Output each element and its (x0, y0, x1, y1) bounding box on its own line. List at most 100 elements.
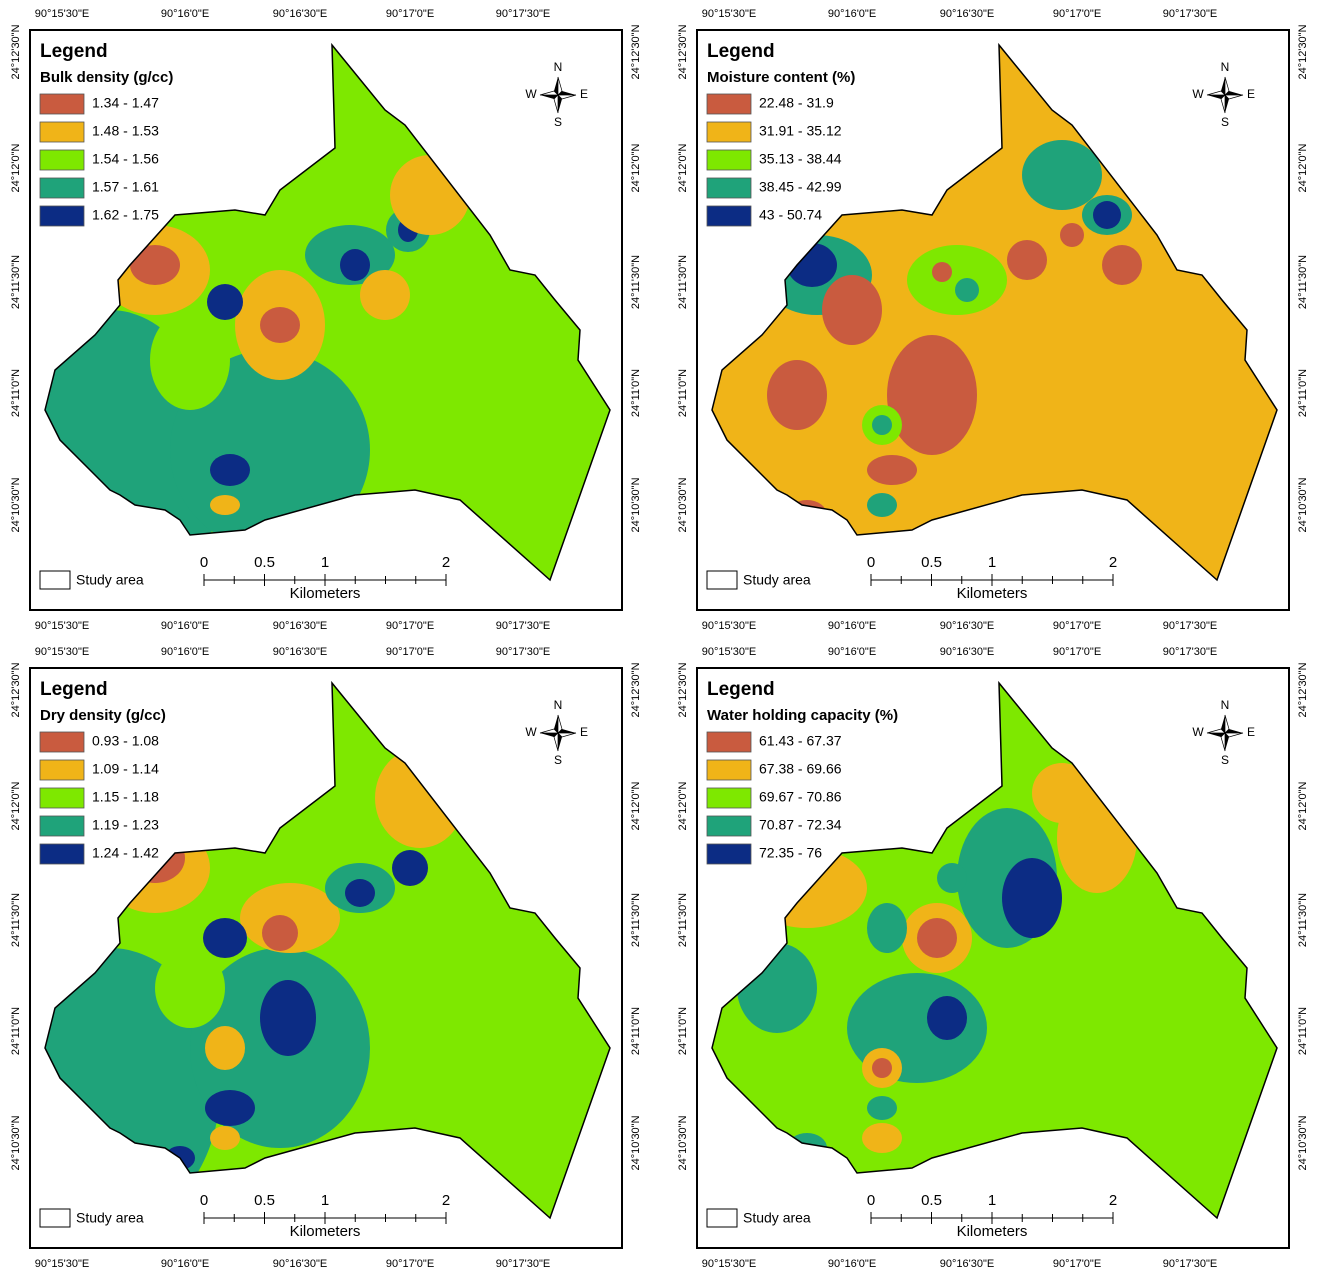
legend-swatch (707, 760, 751, 780)
legend-title: Legend (40, 41, 108, 62)
class-zone (872, 1058, 892, 1078)
compass-w: W (525, 725, 537, 739)
class-zone (822, 275, 882, 345)
scale-label: 1 (321, 554, 329, 571)
x-coordinate-label: 90°17'30"E (1163, 8, 1217, 20)
class-zone (862, 1123, 902, 1153)
x-coordinate-label: 90°16'30"E (273, 1258, 327, 1270)
y-coordinate-label: 24°12'0"N (1297, 143, 1309, 192)
class-zone (340, 249, 370, 281)
layer-title: Dry density (g/cc) (40, 707, 166, 724)
legend-swatch (40, 122, 84, 142)
y-coordinate-label: 24°11'30"N (10, 255, 22, 309)
x-coordinate-label: 90°15'30"E (35, 8, 89, 20)
x-coordinate-label: 90°17'30"E (1163, 646, 1217, 658)
layer-title: Bulk density (g/cc) (40, 69, 173, 86)
y-coordinate-label: 24°12'0"N (1297, 781, 1309, 830)
legend-swatch (40, 844, 84, 864)
y-coordinate-label: 24°11'30"N (1297, 893, 1309, 947)
compass-s: S (554, 753, 562, 767)
y-coordinate-label: 24°11'30"N (677, 255, 689, 309)
scale-label: 2 (442, 1192, 450, 1209)
x-coordinate-label: 90°17'30"E (1163, 620, 1217, 632)
x-coordinate-label: 90°17'30"E (496, 8, 550, 20)
x-coordinate-label: 90°15'30"E (702, 1258, 756, 1270)
y-coordinate-label: 24°12'30"N (10, 24, 22, 79)
y-coordinate-label: 24°11'30"N (1297, 255, 1309, 309)
y-coordinate-label: 24°11'0"N (630, 369, 642, 417)
scale-unit: Kilometers (957, 585, 1028, 602)
class-zone (260, 980, 316, 1056)
scale-unit: Kilometers (957, 1223, 1028, 1240)
legend-label: 22.48 - 31.9 (759, 95, 834, 111)
legend-swatch (707, 206, 751, 226)
legend-swatch (707, 816, 751, 836)
compass-e: E (1247, 87, 1255, 101)
x-coordinate-label: 90°16'0"E (828, 8, 876, 20)
compass-s: S (554, 115, 562, 129)
legend-label: 1.48 - 1.53 (92, 123, 159, 139)
y-coordinate-label: 24°11'0"N (1297, 1007, 1309, 1055)
layer-title: Water holding capacity (%) (707, 707, 898, 724)
class-zone (867, 1096, 897, 1120)
compass-w: W (1192, 87, 1204, 101)
y-coordinate-label: 24°12'30"N (10, 662, 22, 717)
class-zone (210, 1126, 240, 1150)
legend-title: Legend (707, 679, 775, 700)
y-coordinate-label: 24°12'30"N (677, 24, 689, 79)
x-coordinate-label: 90°17'0"E (386, 1258, 434, 1270)
legend-swatch (40, 732, 84, 752)
map-panel: 90°15'30"E90°15'30"E90°16'0"E90°16'0"E90… (0, 8, 642, 632)
scale-label: 0 (200, 1192, 208, 1209)
class-zone (1102, 245, 1142, 285)
y-coordinate-label: 24°12'0"N (630, 781, 642, 830)
class-zone (155, 948, 225, 1028)
legend-label: 43 - 50.74 (759, 207, 822, 223)
map-figure: 90°15'30"E 90°15'30"E 90°16'0"E 90°16'0"E 90… (0, 0, 1317, 1272)
x-coordinate-label: 90°16'30"E (273, 646, 327, 658)
legend-swatch (40, 788, 84, 808)
y-coordinate-label: 24°12'0"N (10, 143, 22, 192)
scale-label: 2 (1109, 1192, 1117, 1209)
y-coordinate-label: 24°10'30"N (10, 477, 22, 532)
legend-label: 1.24 - 1.42 (92, 845, 159, 861)
compass-w: W (525, 87, 537, 101)
legend-label: 69.67 - 70.86 (759, 789, 842, 805)
x-coordinate-label: 90°15'30"E (702, 646, 756, 658)
class-zone (1093, 201, 1121, 229)
class-zone (917, 918, 957, 958)
x-coordinate-label: 90°17'0"E (1053, 1258, 1101, 1270)
y-coordinate-label: 24°10'30"N (1297, 477, 1309, 532)
class-zone (203, 918, 247, 958)
legend-swatch (707, 844, 751, 864)
x-coordinate-label: 90°16'0"E (828, 646, 876, 658)
compass-s: S (1221, 753, 1229, 767)
y-coordinate-label: 24°11'30"N (630, 255, 642, 309)
y-coordinate-label: 24°10'30"N (677, 1115, 689, 1170)
class-zone (150, 310, 230, 410)
scale-unit: Kilometers (290, 1223, 361, 1240)
legend-swatch (40, 206, 84, 226)
y-coordinate-label: 24°12'30"N (630, 24, 642, 79)
class-zone (867, 903, 907, 953)
compass-n: N (554, 60, 563, 74)
y-coordinate-label: 24°10'30"N (630, 1115, 642, 1170)
y-coordinate-label: 24°10'30"N (677, 477, 689, 532)
legend-swatch (40, 816, 84, 836)
scale-label: 0.5 (921, 1192, 942, 1209)
class-zone (932, 262, 952, 282)
class-zone (1060, 223, 1084, 247)
study-area-swatch (40, 571, 70, 589)
study-area-swatch (40, 1209, 70, 1227)
scale-label: 0.5 (921, 554, 942, 571)
study-area-label: Study area (743, 572, 811, 588)
x-coordinate-label: 90°15'30"E (35, 620, 89, 632)
class-zone (207, 284, 243, 320)
class-zone (360, 270, 410, 320)
x-coordinate-label: 90°17'0"E (1053, 620, 1101, 632)
scale-label: 1 (321, 1192, 329, 1209)
study-area-label: Study area (76, 572, 144, 588)
scale-label: 2 (442, 554, 450, 571)
x-coordinate-label: 90°16'30"E (273, 620, 327, 632)
y-coordinate-label: 24°12'30"N (677, 662, 689, 717)
